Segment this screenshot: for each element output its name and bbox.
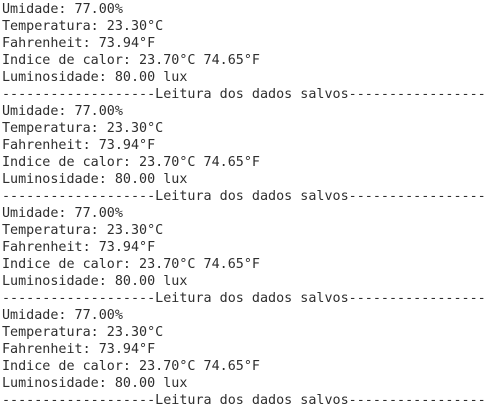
console-line: Luminosidade: 80.00 lux	[2, 70, 188, 85]
console-line: Luminosidade: 80.00 lux	[2, 274, 188, 289]
console-line: -------------------Leitura dos dados sal…	[2, 393, 486, 408]
console-line: Luminosidade: 80.00 lux	[2, 172, 188, 187]
console-line: -------------------Leitura dos dados sal…	[2, 189, 486, 204]
console-line: Umidade: 77.00%	[2, 104, 123, 119]
console-line: Umidade: 77.00%	[2, 2, 123, 17]
console-line: Fahrenheit: 73.94°F	[2, 36, 156, 51]
console-line: -------------------Leitura dos dados sal…	[2, 87, 486, 102]
console-line: Umidade: 77.00%	[2, 206, 123, 221]
console-line: Temperatura: 23.30°C	[2, 325, 164, 340]
console-line: Fahrenheit: 73.94°F	[2, 342, 156, 357]
console-line: Temperatura: 23.30°C	[2, 223, 164, 238]
console-line: Indice de calor: 23.70°C 74.65°F	[2, 257, 260, 272]
console-line: Temperatura: 23.30°C	[2, 19, 164, 34]
console-line: -------------------Leitura dos dados sal…	[2, 291, 486, 306]
console-line: Fahrenheit: 73.94°F	[2, 138, 156, 153]
console-line: Indice de calor: 23.70°C 74.65°F	[2, 155, 260, 170]
console-line: Luminosidade: 80.00 lux	[2, 376, 188, 391]
console-line: Umidade: 77.00%	[2, 308, 123, 323]
console-line: Temperatura: 23.30°C	[2, 121, 164, 136]
console-line: Indice de calor: 23.70°C 74.65°F	[2, 359, 260, 374]
console-line: Fahrenheit: 73.94°F	[2, 240, 156, 255]
console-line: Indice de calor: 23.70°C 74.65°F	[2, 53, 260, 68]
